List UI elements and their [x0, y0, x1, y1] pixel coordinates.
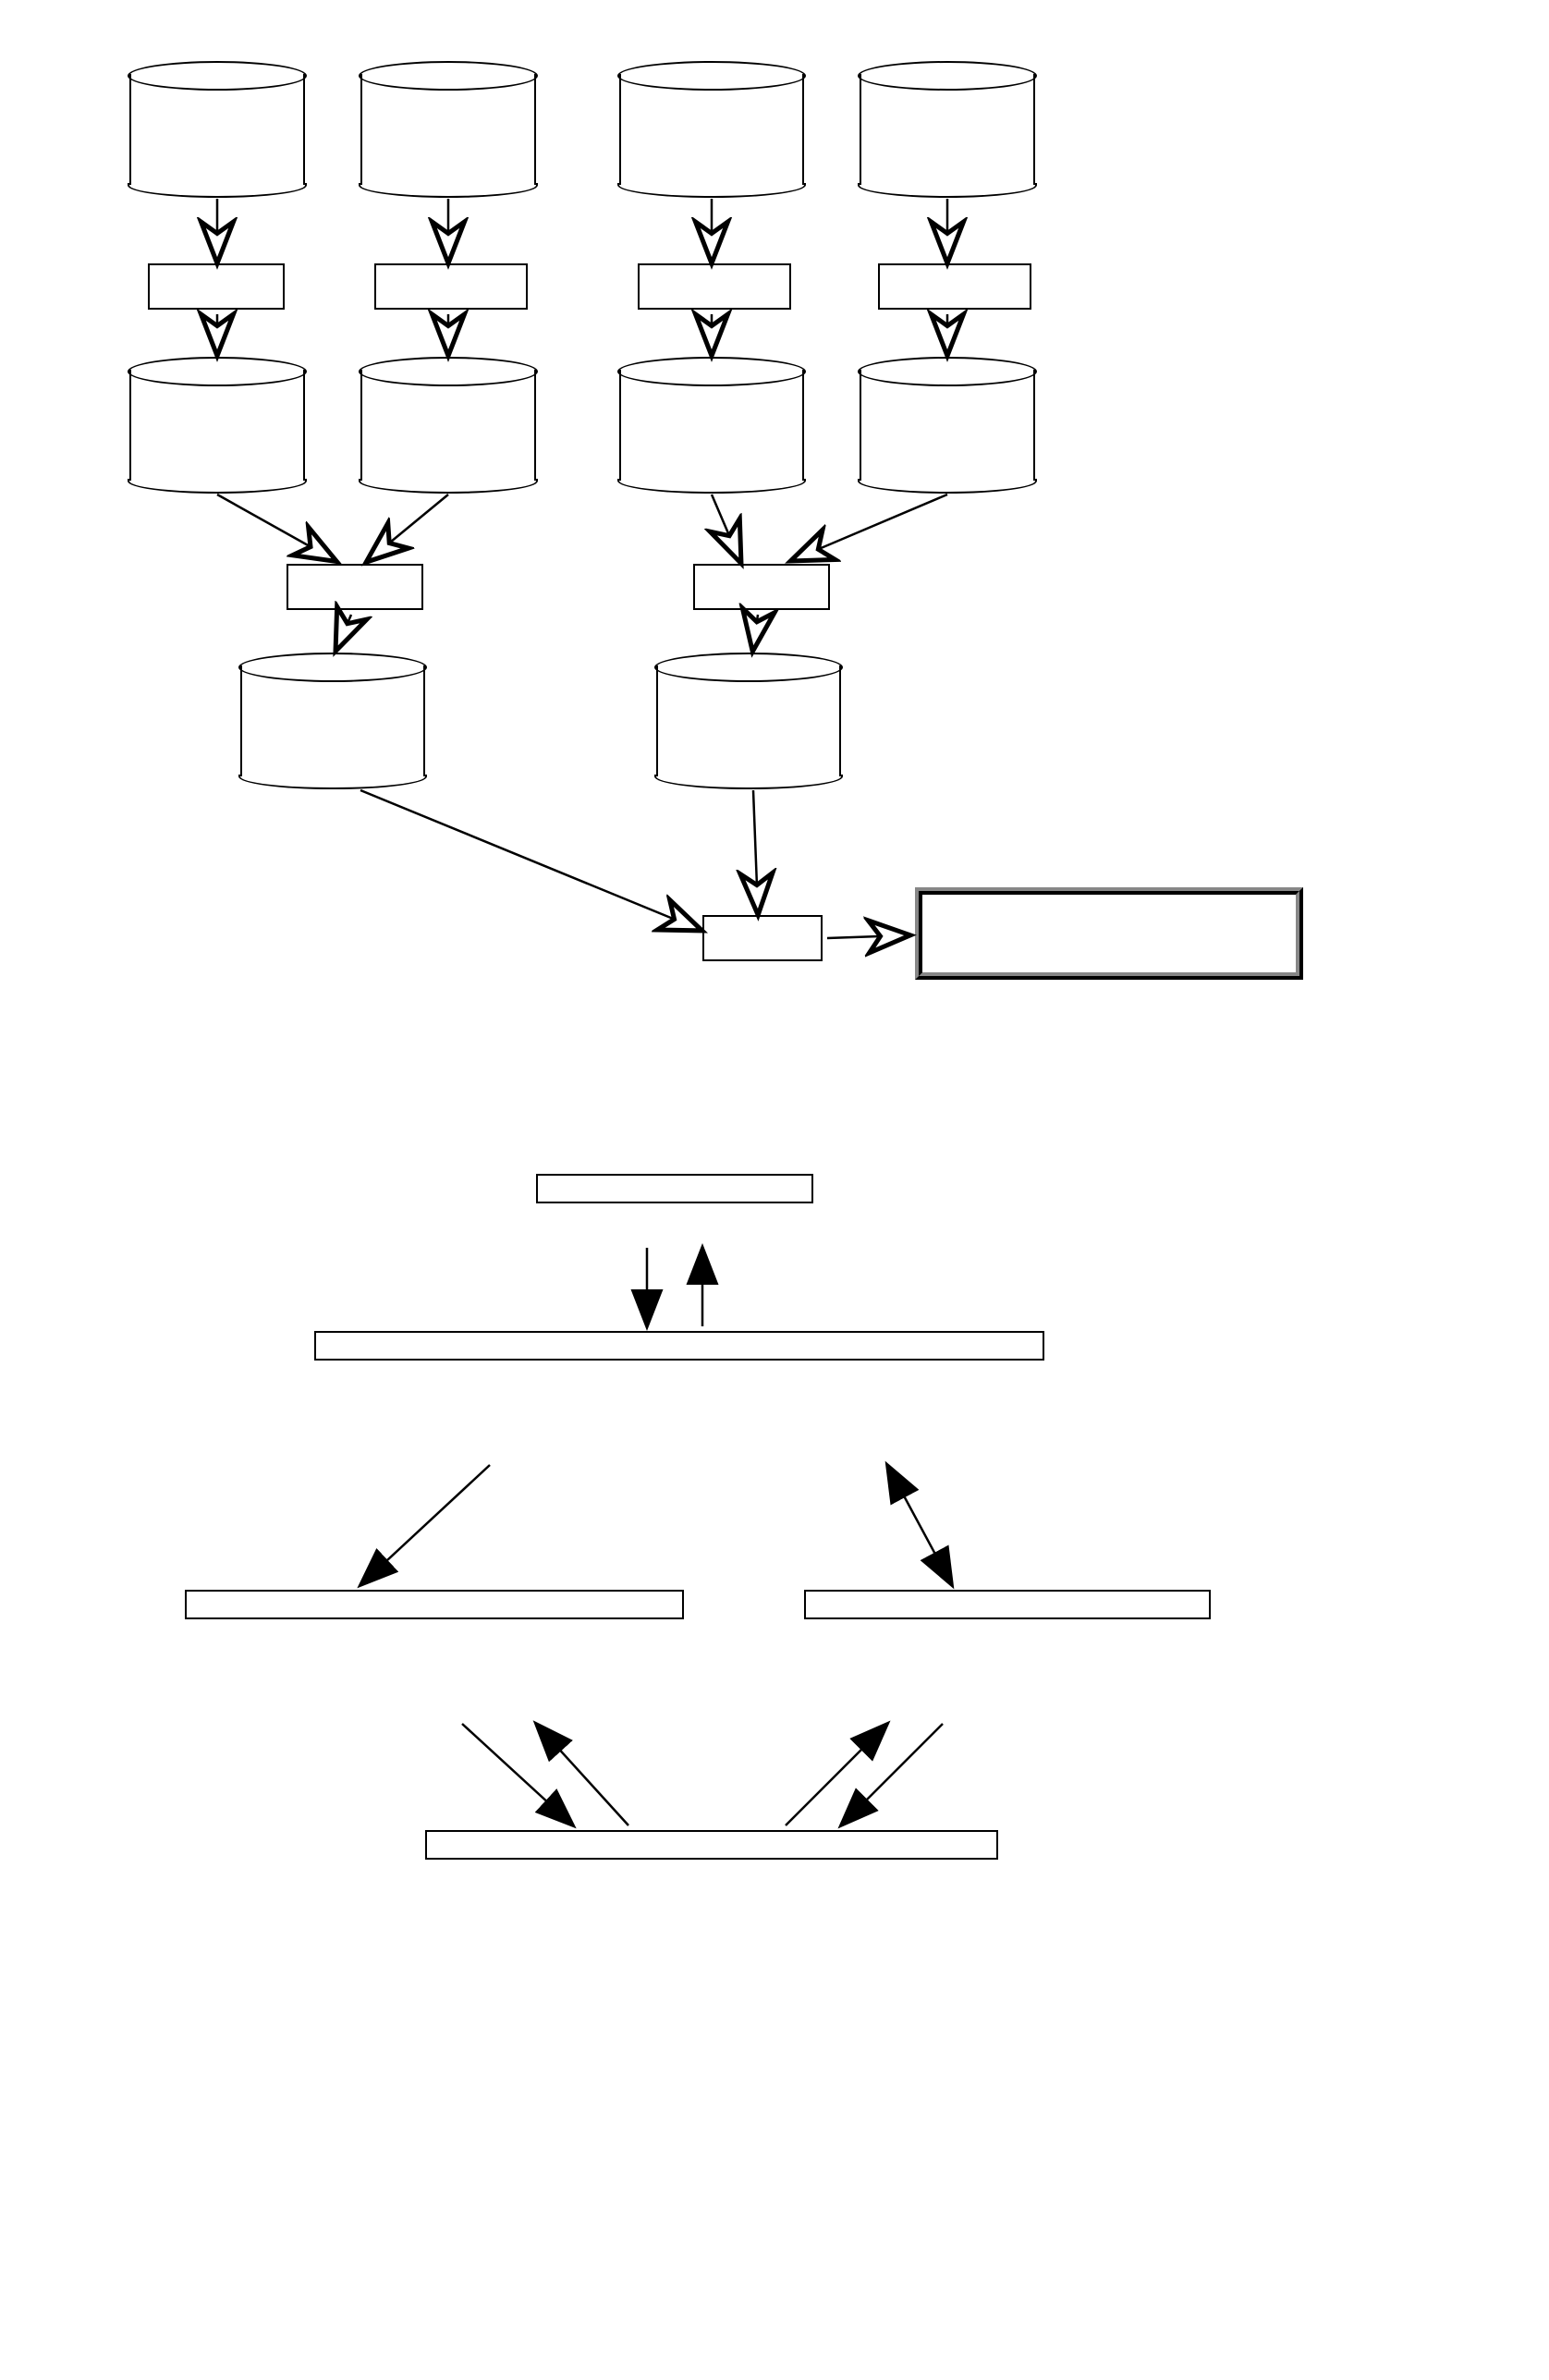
cyl-flt-terrain-geom	[129, 370, 305, 481]
box-vega	[702, 915, 823, 961]
node-spatial-db	[536, 1174, 813, 1203]
node-3d-dynamic	[804, 1590, 1211, 1619]
node-3d-query	[314, 1331, 1044, 1361]
figure-2	[55, 1146, 1494, 2163]
node-3d-interact	[425, 1830, 998, 1860]
box-creator-3	[693, 564, 830, 610]
figure-1	[55, 37, 1494, 1146]
cyl-model-photo	[860, 74, 1035, 185]
output-box	[915, 887, 1303, 980]
box-creator-2	[287, 564, 423, 610]
box-photoshop-1	[374, 263, 528, 310]
cyl-dom-image	[360, 74, 536, 185]
cyl-model-geom	[619, 370, 804, 481]
box-creator-1	[148, 263, 285, 310]
cyl-model-design	[619, 74, 804, 185]
cyl-flt-terrain	[240, 665, 425, 776]
box-photoshop-2	[878, 263, 1031, 310]
cyl-rgb-terrain-tex	[360, 370, 536, 481]
cyl-flt-model	[656, 665, 841, 776]
box-3dsmax	[638, 263, 791, 310]
node-3d-vis	[185, 1590, 684, 1619]
cyl-rgb-model-tex	[860, 370, 1035, 481]
cyl-dem-terrain	[129, 74, 305, 185]
